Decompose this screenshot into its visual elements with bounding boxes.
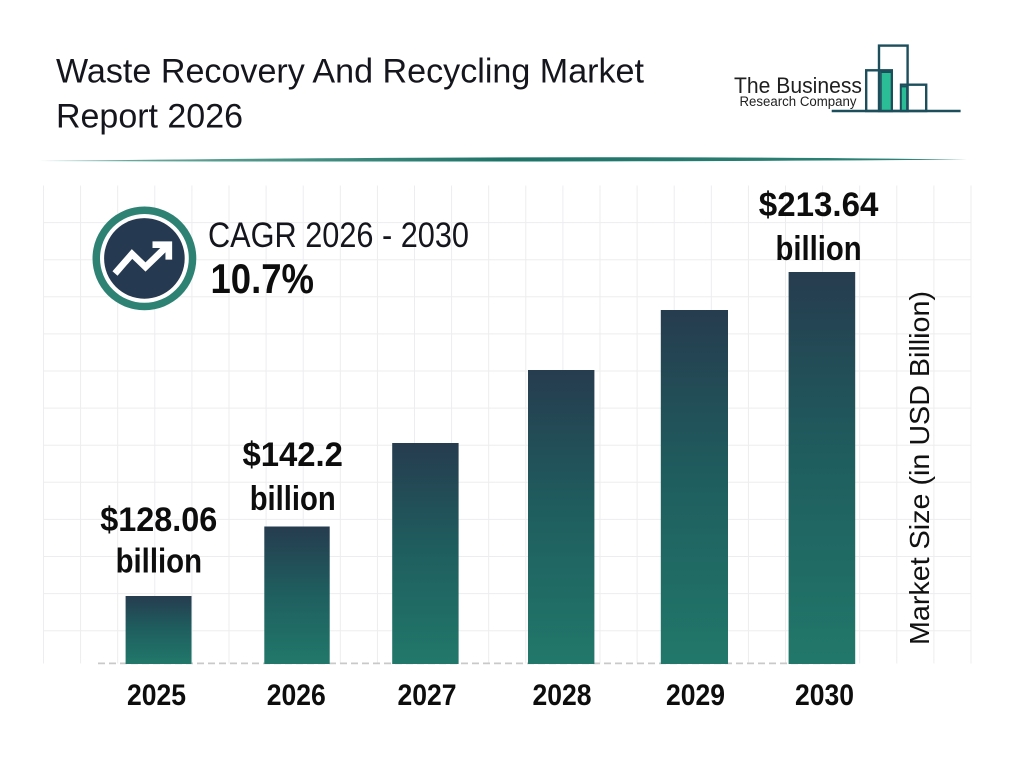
svg-text:2028: 2028 bbox=[533, 679, 592, 712]
svg-text:2026: 2026 bbox=[267, 679, 326, 712]
svg-text:$128.06: $128.06 bbox=[100, 501, 217, 539]
svg-text:2030: 2030 bbox=[795, 679, 854, 712]
svg-text:billion: billion bbox=[116, 543, 202, 581]
svg-text:2027: 2027 bbox=[398, 679, 457, 712]
svg-text:The Business: The Business bbox=[734, 73, 862, 98]
svg-text:2029: 2029 bbox=[666, 679, 725, 712]
svg-text:Research Company: Research Company bbox=[740, 94, 857, 109]
svg-text:2025: 2025 bbox=[127, 679, 186, 712]
svg-text:10.7%: 10.7% bbox=[211, 255, 315, 302]
svg-text:Market Size (in USD Billion): Market Size (in USD Billion) bbox=[904, 291, 935, 645]
svg-text:$142.2: $142.2 bbox=[242, 436, 343, 474]
svg-text:billion: billion bbox=[250, 480, 336, 518]
svg-text:CAGR 2026 - 2030: CAGR 2026 - 2030 bbox=[208, 216, 469, 255]
svg-text:Report 2026: Report 2026 bbox=[56, 98, 243, 136]
svg-text:billion: billion bbox=[776, 230, 862, 268]
svg-text:$213.64: $213.64 bbox=[759, 186, 879, 224]
svg-text:Waste Recovery And Recycling M: Waste Recovery And Recycling Market bbox=[56, 53, 644, 91]
